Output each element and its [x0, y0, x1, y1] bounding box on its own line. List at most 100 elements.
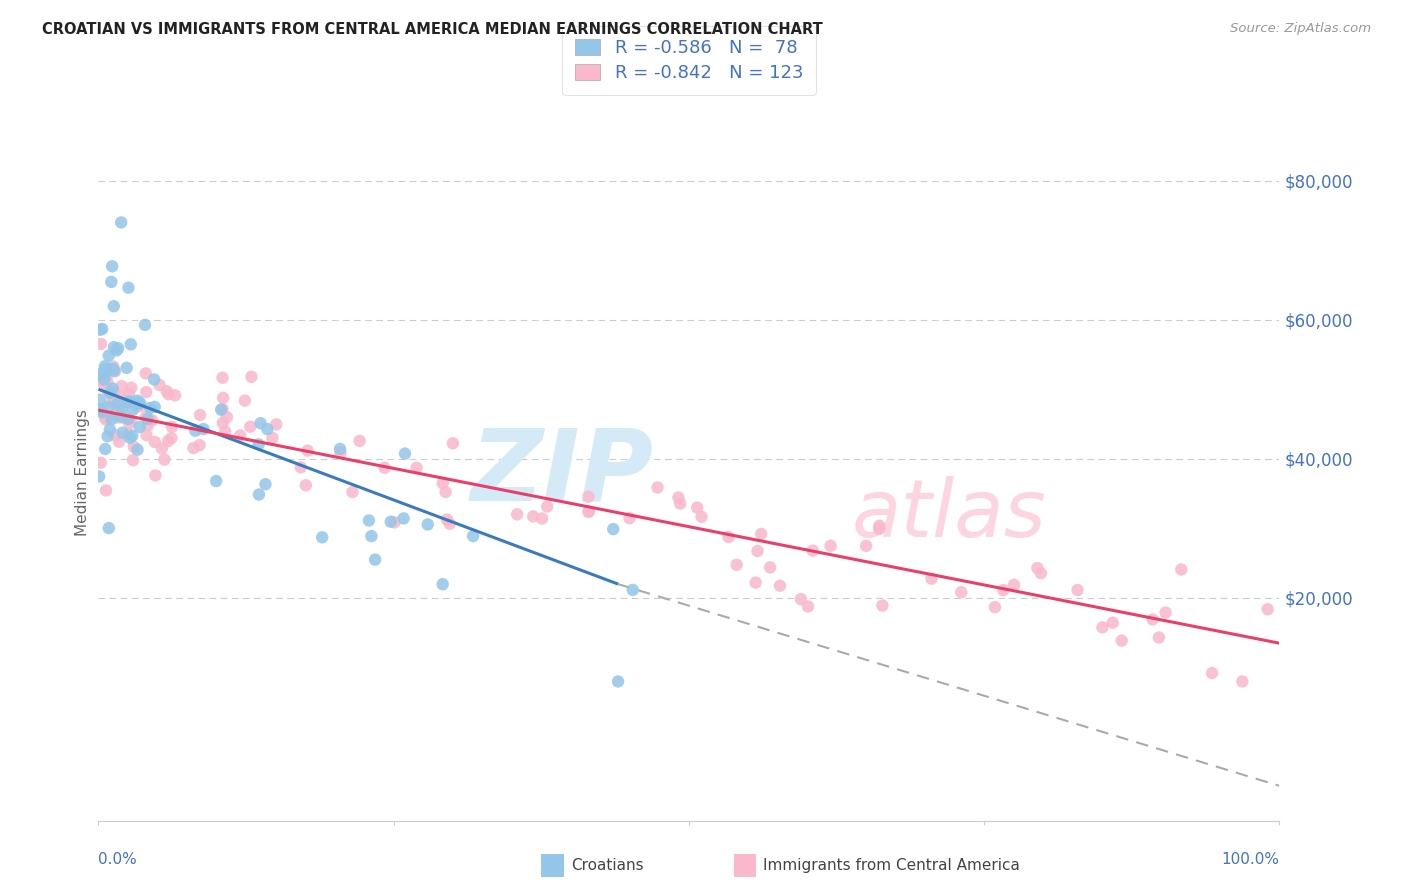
- Point: [209, 402, 232, 417]
- Point: [872, 599, 894, 613]
- Point: [115, 360, 138, 375]
- Point: [141, 413, 163, 427]
- Point: [110, 215, 132, 229]
- Point: [94, 359, 117, 374]
- Point: [747, 544, 769, 558]
- Point: [536, 500, 558, 514]
- Point: [143, 434, 166, 449]
- Point: [759, 560, 782, 574]
- Point: [107, 397, 129, 411]
- Point: [441, 436, 464, 450]
- Point: [103, 384, 125, 399]
- Point: [690, 509, 713, 524]
- Point: [578, 505, 600, 519]
- Point: [127, 400, 149, 414]
- Point: [104, 428, 127, 442]
- Point: [183, 441, 205, 455]
- Point: [143, 372, 166, 386]
- Point: [1170, 562, 1192, 576]
- Point: [297, 443, 319, 458]
- Text: 0.0%: 0.0%: [98, 852, 138, 867]
- Point: [104, 392, 127, 407]
- Point: [436, 512, 458, 526]
- Point: [1147, 631, 1170, 645]
- Point: [1002, 578, 1025, 592]
- Point: [108, 434, 131, 449]
- Point: [120, 381, 142, 395]
- Point: [247, 487, 270, 501]
- Point: [100, 275, 122, 289]
- Point: [1029, 566, 1052, 581]
- Point: [107, 410, 129, 425]
- Point: [89, 402, 111, 417]
- Point: [522, 509, 544, 524]
- Point: [686, 500, 709, 515]
- Text: atlas: atlas: [852, 475, 1046, 554]
- Point: [725, 558, 748, 572]
- Point: [188, 408, 211, 422]
- Point: [256, 422, 278, 436]
- Point: [139, 401, 162, 415]
- Point: [107, 341, 129, 355]
- Point: [1066, 582, 1088, 597]
- Point: [96, 429, 118, 443]
- Point: [94, 366, 117, 380]
- Point: [1026, 561, 1049, 575]
- Point: [120, 413, 142, 427]
- Point: [91, 376, 114, 390]
- Text: ZIP: ZIP: [471, 425, 654, 521]
- Point: [103, 340, 125, 354]
- Point: [416, 517, 439, 532]
- Point: [160, 431, 183, 445]
- Point: [120, 337, 142, 351]
- Point: [118, 387, 141, 401]
- Point: [101, 361, 124, 376]
- Point: [749, 527, 772, 541]
- Point: [744, 575, 766, 590]
- Point: [136, 412, 159, 426]
- Point: [93, 373, 115, 387]
- Point: [290, 460, 312, 475]
- Point: [240, 369, 263, 384]
- Point: [128, 396, 150, 410]
- Point: [145, 468, 167, 483]
- Point: [801, 543, 824, 558]
- Point: [94, 362, 117, 376]
- Point: [1142, 612, 1164, 626]
- Point: [1257, 602, 1279, 616]
- Point: [384, 516, 406, 530]
- Point: [94, 411, 117, 425]
- Point: [136, 418, 159, 433]
- Point: [163, 388, 186, 402]
- Point: [211, 401, 233, 416]
- Point: [148, 378, 170, 392]
- Point: [868, 522, 890, 536]
- Point: [104, 407, 127, 421]
- Text: 100.0%: 100.0%: [1222, 852, 1279, 867]
- Point: [311, 530, 333, 544]
- Point: [868, 518, 890, 533]
- Point: [295, 478, 318, 492]
- Point: [921, 572, 943, 586]
- Point: [110, 390, 132, 404]
- Point: [578, 490, 600, 504]
- Point: [254, 477, 277, 491]
- Point: [993, 583, 1015, 598]
- Point: [111, 410, 134, 425]
- Point: [90, 456, 112, 470]
- Point: [669, 497, 692, 511]
- Point: [97, 400, 120, 414]
- Point: [90, 337, 112, 351]
- Point: [122, 440, 145, 454]
- Point: [153, 452, 176, 467]
- Point: [94, 483, 117, 498]
- Text: Immigrants from Central America: Immigrants from Central America: [763, 858, 1021, 872]
- Point: [98, 423, 121, 437]
- Point: [647, 480, 669, 494]
- Point: [100, 412, 122, 426]
- Point: [111, 403, 134, 417]
- Point: [439, 516, 461, 531]
- Point: [619, 511, 641, 525]
- Point: [329, 442, 352, 456]
- Point: [134, 318, 156, 332]
